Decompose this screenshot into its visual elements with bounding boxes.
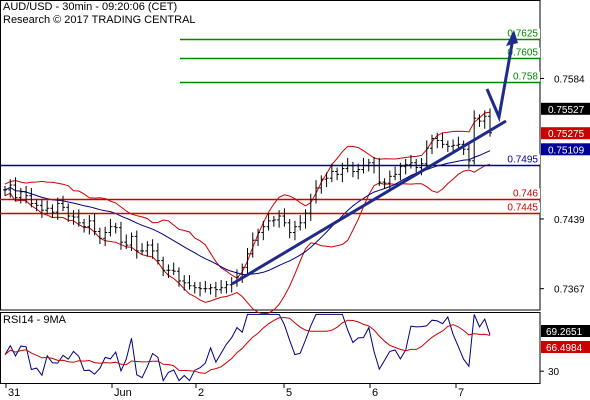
time-tick-label-0: 31 <box>8 387 20 399</box>
copyright-text: Research © 2017 TRADING CENTRAL <box>3 14 196 26</box>
level-label-0: 0.7625 <box>507 29 538 40</box>
rsi-marker-bg-1 <box>541 341 590 353</box>
time-tick-label-1: Jun <box>114 387 132 399</box>
rsi-marker-1: 66.4984 <box>546 343 583 354</box>
price-marker-bg-1 <box>541 127 590 140</box>
level-label-bg-2 <box>504 71 540 82</box>
level-label-bg-1 <box>504 47 540 58</box>
price-tick-label-0: 0.7584 <box>554 74 585 85</box>
level-label-5: 0.7445 <box>507 203 538 214</box>
projection-arrow-path <box>485 43 514 123</box>
bollinger-lower-band <box>4 163 491 315</box>
rsi-marker-0: 69.2651 <box>546 327 583 338</box>
level-label-2: 0.758 <box>513 72 538 83</box>
rsi-ma-line <box>4 316 491 374</box>
price-tick-label-1: 0.7439 <box>554 215 585 226</box>
time-tick-label-5: 7 <box>458 387 464 399</box>
rsi-line <box>4 313 491 382</box>
level-label-bg-5 <box>504 202 540 213</box>
level-label-bg-0 <box>504 28 540 39</box>
rsi-tick-label-0: 30 <box>548 367 560 378</box>
price-marker-bg-0 <box>541 102 590 115</box>
projection-arrow-head <box>506 30 518 46</box>
chart-title: AUD/USD - 30min - 09:20:06 (CET) <box>3 1 178 13</box>
time-tick-label-4: 6 <box>372 387 378 399</box>
level-label-4: 0.746 <box>513 189 538 200</box>
price-marker-2: 0.75109 <box>548 145 585 156</box>
rsi-marker-bg-0 <box>541 325 590 337</box>
level-label-3: 0.7495 <box>507 155 538 166</box>
time-tick-label-2: 2 <box>198 387 204 399</box>
price-marker-bg-2 <box>541 143 590 156</box>
price-marker-1: 0.75275 <box>548 129 585 140</box>
price-tick-label-2: 0.7367 <box>554 285 585 296</box>
time-tick-label-3: 5 <box>286 387 292 399</box>
level-label-bg-3 <box>504 154 540 165</box>
level-label-bg-4 <box>504 188 540 199</box>
level-label-1: 0.7605 <box>507 48 538 59</box>
price-panel-frame <box>0 0 541 311</box>
rsi-panel-label: RSI14 - 9MA <box>3 314 66 326</box>
uptrend-line <box>231 119 507 286</box>
price-marker-0: 0.75527 <box>548 105 585 116</box>
